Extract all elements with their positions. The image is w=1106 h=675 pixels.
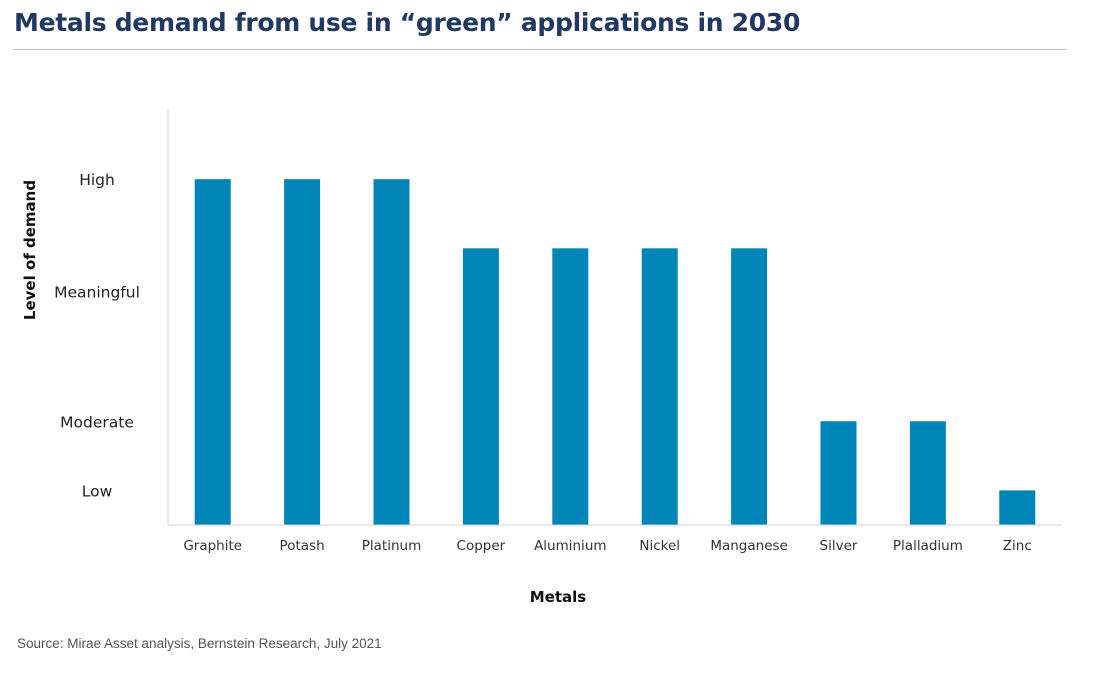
y-tick-label: Moderate xyxy=(60,413,134,431)
bar-copper xyxy=(462,248,499,526)
x-tick-label: Plalladium xyxy=(893,538,963,554)
x-tick-label: Zinc xyxy=(1003,538,1032,554)
source-note: Source: Mirae Asset analysis, Bernstein … xyxy=(17,636,382,651)
x-tick-label: Potash xyxy=(280,538,325,554)
bar-graphite xyxy=(194,179,231,525)
x-tick-label: Manganese xyxy=(710,538,788,554)
bar-plalladium xyxy=(909,421,946,525)
y-tick-label: Meaningful xyxy=(54,284,140,302)
x-tick-labels: Graphite Potash Platinum Copper Aluminium Nic… xyxy=(183,538,1031,554)
x-axis-label: Metals xyxy=(530,588,587,606)
x-tick-label: Silver xyxy=(820,538,858,554)
bar-potash xyxy=(284,179,321,525)
chart-title: Metals demand from use in “green” applic… xyxy=(14,8,801,37)
bar-zinc xyxy=(999,490,1036,525)
y-tick-label: High xyxy=(79,171,115,189)
y-tick-labels: High Meaningful Moderate Low xyxy=(54,171,140,500)
bar-platinum xyxy=(373,179,410,525)
x-tick-label: Copper xyxy=(457,538,506,554)
x-tick-label: Nickel xyxy=(639,538,680,554)
x-tick-label: Graphite xyxy=(183,538,242,554)
y-axis-label: Level of demand xyxy=(21,180,39,320)
y-tick-label: Low xyxy=(82,482,113,500)
bar-silver xyxy=(820,421,857,525)
bars-group xyxy=(194,179,1036,526)
bar-manganese xyxy=(731,248,768,526)
title-divider xyxy=(14,49,1066,50)
bar-aluminium xyxy=(552,248,589,526)
bar-nickel xyxy=(641,248,678,526)
x-tick-label: Platinum xyxy=(362,538,421,554)
x-tick-label: Aluminium xyxy=(534,538,606,554)
